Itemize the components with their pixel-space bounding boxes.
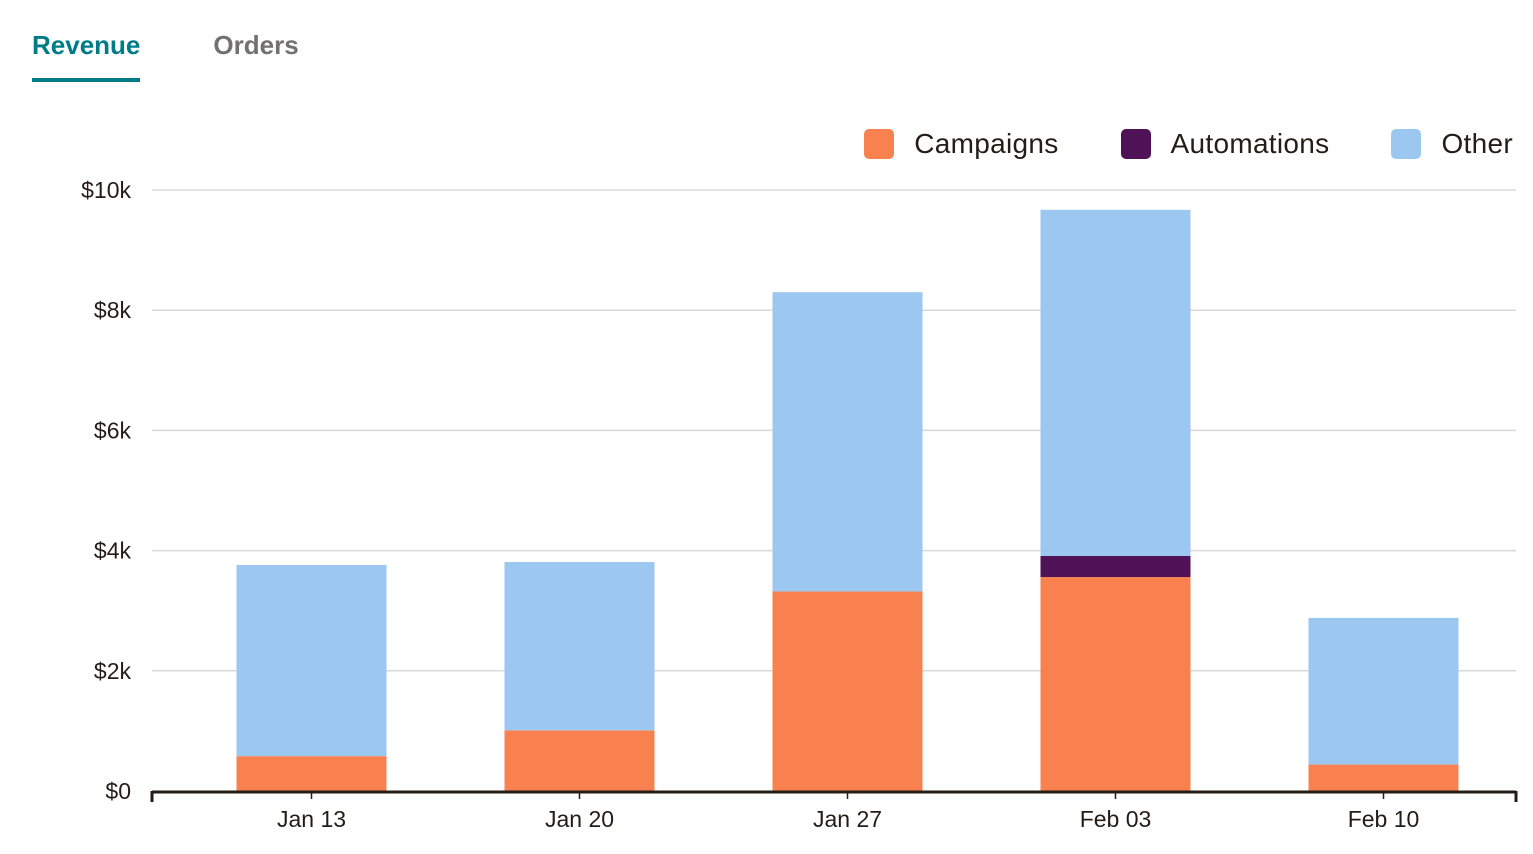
x-tick-label: Jan 20 xyxy=(545,806,614,832)
bar-automations[interactable] xyxy=(1040,556,1191,578)
x-tick-label: Feb 10 xyxy=(1348,806,1420,832)
bar-campaigns[interactable] xyxy=(1040,577,1191,791)
x-tick-label: Jan 13 xyxy=(277,806,346,832)
tab-orders[interactable]: Orders xyxy=(213,30,299,60)
bar-other[interactable] xyxy=(504,562,655,731)
tab-bar: Revenue Orders xyxy=(32,0,372,84)
bar-campaigns[interactable] xyxy=(772,591,923,791)
legend-swatch-automations xyxy=(1120,129,1151,159)
legend-label-automations: Automations xyxy=(1170,128,1330,159)
legend-item-other[interactable]: Other xyxy=(1391,128,1513,160)
legend-item-automations[interactable]: Automations xyxy=(1120,128,1330,160)
legend-swatch-other xyxy=(1391,129,1422,159)
bar-other[interactable] xyxy=(772,292,923,592)
y-tick-label: $8k xyxy=(94,297,132,323)
bar-campaigns[interactable] xyxy=(236,756,387,791)
bar-other[interactable] xyxy=(1308,617,1459,765)
y-tick-label: $2k xyxy=(94,658,132,684)
bar-other[interactable] xyxy=(236,565,387,757)
x-tick-label: Feb 03 xyxy=(1080,806,1152,832)
bar-other[interactable] xyxy=(1040,209,1191,557)
legend-label-campaigns: Campaigns xyxy=(914,128,1059,159)
y-tick-label: $6k xyxy=(94,417,132,443)
y-tick-label: $4k xyxy=(94,538,132,564)
legend-label-other: Other xyxy=(1441,128,1513,159)
y-tick-label: $10k xyxy=(81,177,131,203)
bar-campaigns[interactable] xyxy=(504,730,655,791)
tab-revenue[interactable]: Revenue xyxy=(32,0,141,82)
y-tick-label: $0 xyxy=(105,778,131,804)
legend-item-campaigns[interactable]: Campaigns xyxy=(864,128,1058,160)
bar-campaigns[interactable] xyxy=(1308,764,1459,791)
chart-legend: Campaigns Automations Other xyxy=(802,128,1513,160)
x-tick-label: Jan 27 xyxy=(813,806,882,832)
legend-swatch-campaigns xyxy=(864,129,895,159)
